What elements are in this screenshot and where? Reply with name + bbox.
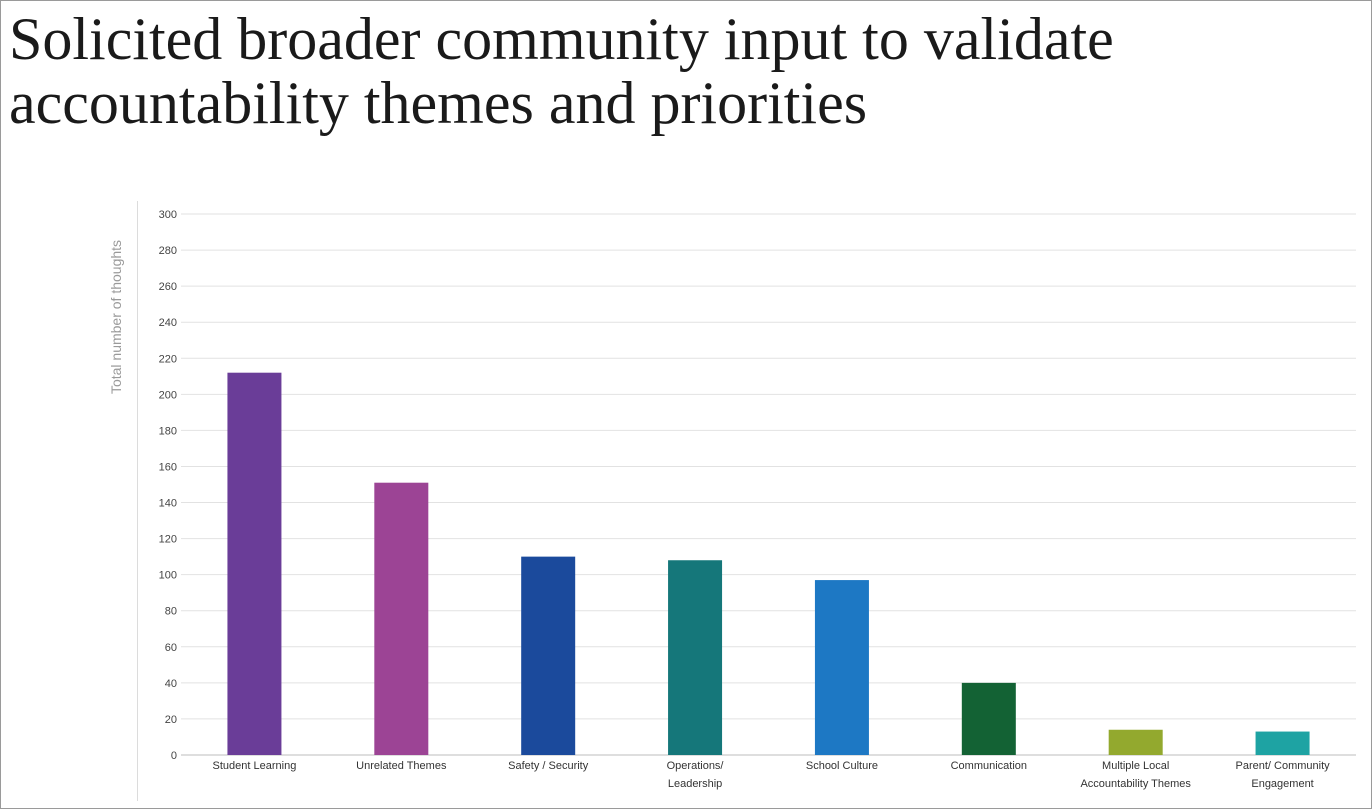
bar xyxy=(961,682,1016,755)
chart-frame-rule xyxy=(137,201,138,801)
x-category-label: Unrelated Themes xyxy=(356,760,447,772)
title-line-2: accountability themes and priorities xyxy=(9,70,868,136)
y-tick-label: 300 xyxy=(159,209,177,221)
x-axis-categories: Student Learning Unrelated Themes Safety /… xyxy=(213,760,1331,790)
x-category-label: Multiple Local Accountability Themes xyxy=(1080,760,1191,790)
title-line-1: Solicited broader community input to val… xyxy=(9,6,1114,72)
y-tick-label: 240 xyxy=(159,317,177,329)
y-tick-label: 280 xyxy=(159,245,177,257)
bar xyxy=(374,482,429,755)
y-tick-label: 20 xyxy=(165,714,177,726)
y-tick-label: 180 xyxy=(159,425,177,437)
x-category-label: Operations/Leadership xyxy=(667,760,725,790)
bars xyxy=(227,372,1310,755)
y-tick-label: 100 xyxy=(159,570,177,582)
y-tick-label: 120 xyxy=(159,534,177,546)
y-tick-label: 80 xyxy=(165,606,177,618)
y-axis-label: Total number of thoughts xyxy=(108,240,124,394)
x-category-label: Communication xyxy=(951,760,1027,772)
y-tick-label: 140 xyxy=(159,498,177,510)
x-category-label: Safety / Security xyxy=(508,760,589,772)
bar xyxy=(814,580,869,755)
y-tick-label: 40 xyxy=(165,678,177,690)
y-tick-label: 160 xyxy=(159,461,177,473)
y-tick-label: 200 xyxy=(159,389,177,401)
x-category-label: School Culture xyxy=(806,760,878,772)
gridlines xyxy=(181,213,1356,756)
slide-title: Solicited broader community input to val… xyxy=(9,7,1359,135)
y-tick-label: 260 xyxy=(159,281,177,293)
y-tick-label: 0 xyxy=(171,750,177,762)
x-category-label: Student Learning xyxy=(213,760,297,772)
bar xyxy=(1255,731,1310,755)
bar xyxy=(668,560,723,755)
bar xyxy=(1108,729,1163,755)
y-tick-label: 220 xyxy=(159,353,177,365)
x-category-label: Parent/ Community Engagement xyxy=(1235,760,1330,790)
y-tick-label: 60 xyxy=(165,642,177,654)
bar xyxy=(521,556,576,755)
bar xyxy=(227,372,282,755)
y-axis-ticks: 0 20 40 60 80 100 120 140 160 180 200 220 240 260 280 3… xyxy=(159,209,177,762)
